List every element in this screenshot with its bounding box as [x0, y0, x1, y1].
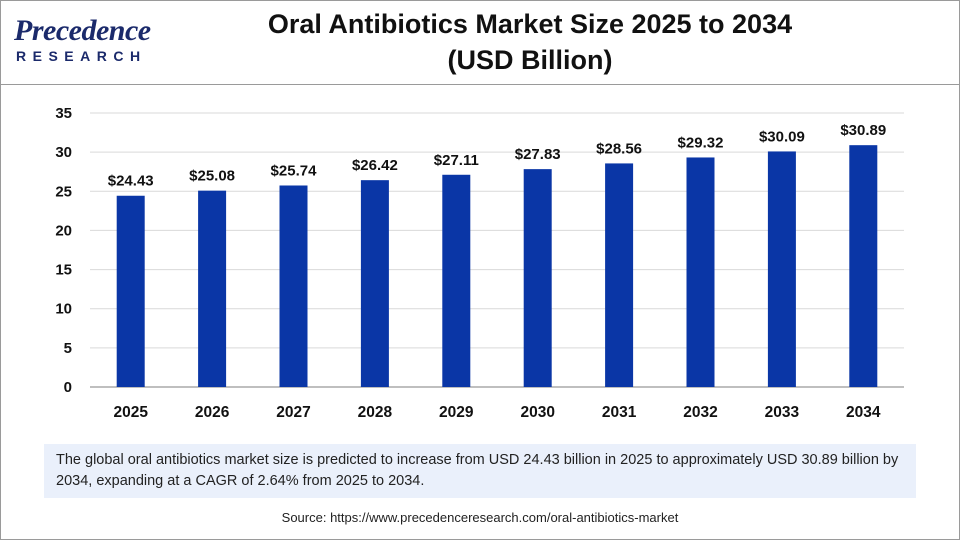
bar [767, 151, 796, 387]
chart-title-line2: (USD Billion) [447, 45, 613, 75]
logo-wordmark: Precedence [14, 14, 151, 47]
bar [686, 157, 715, 387]
x-tick-label: 2031 [602, 404, 637, 421]
bar-chart: 05101520253035$24.432025$25.082026$25.74… [55, 105, 904, 421]
x-tick-label: 2030 [520, 404, 554, 421]
header: Precedence RESEARCH Oral Antibiotics Mar… [0, 0, 960, 85]
bar [605, 163, 634, 387]
y-tick-label: 10 [55, 301, 72, 318]
x-tick-label: 2034 [846, 404, 881, 421]
summary-note: The global oral antibiotics market size … [44, 444, 916, 498]
y-tick-label: 0 [64, 379, 72, 396]
y-tick-label: 15 [55, 262, 72, 279]
data-label: $26.42 [352, 157, 398, 174]
x-tick-label: 2032 [683, 404, 717, 421]
bar [116, 195, 145, 387]
data-label: $27.83 [515, 146, 561, 163]
y-tick-label: 20 [55, 222, 72, 239]
precedence-research-logo: Precedence RESEARCH [14, 12, 164, 72]
data-label: $27.11 [434, 152, 479, 169]
y-tick-label: 30 [55, 144, 72, 161]
data-label: $28.56 [596, 140, 642, 157]
data-label: $30.09 [759, 128, 805, 145]
y-tick-label: 5 [64, 340, 72, 357]
chart-title: Oral Antibiotics Market Size 2025 to 203… [200, 6, 860, 78]
bar [198, 190, 227, 387]
data-label: $29.32 [678, 134, 724, 151]
y-tick-label: 35 [55, 105, 72, 122]
data-label: $24.43 [108, 173, 154, 190]
x-tick-label: 2025 [113, 404, 148, 421]
x-tick-label: 2027 [276, 404, 310, 421]
data-label: $25.08 [189, 168, 235, 185]
bar [523, 169, 552, 387]
bar [279, 185, 308, 387]
bar [360, 180, 389, 387]
data-label: $30.89 [840, 122, 886, 139]
x-tick-label: 2028 [358, 404, 393, 421]
chart-title-line1: Oral Antibiotics Market Size 2025 to 203… [267, 9, 793, 39]
y-tick-label: 25 [55, 183, 72, 200]
x-tick-label: 2026 [195, 404, 230, 421]
data-label: $25.74 [271, 162, 318, 179]
x-tick-label: 2033 [765, 404, 800, 421]
bar [442, 174, 471, 387]
logo-subtitle: RESEARCH [16, 48, 147, 64]
source-text: Source: https://www.precedenceresearch.c… [281, 510, 679, 525]
bar [849, 145, 878, 387]
x-tick-label: 2029 [439, 404, 474, 421]
